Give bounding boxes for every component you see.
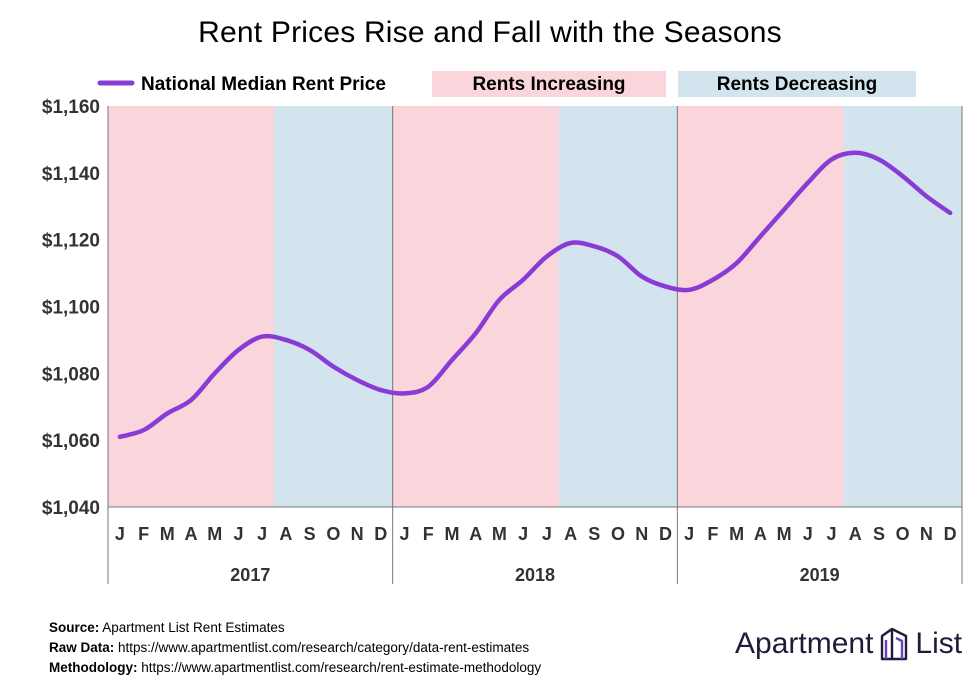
legend-decreasing-label: Rents Decreasing [717, 74, 878, 95]
x-tick-label: A [469, 524, 482, 544]
x-tick-label: D [374, 524, 387, 544]
legend-increasing-swatch [432, 71, 666, 97]
x-tick-label: M [160, 524, 175, 544]
x-tick-label: N [351, 524, 364, 544]
legend-line-label: National Median Rent Price [141, 74, 386, 95]
shaded-regions [108, 106, 962, 507]
y-tick-label: $1,140 [42, 164, 100, 185]
axes: $1,040 $1,060 $1,080 $1,100 $1,120 $1,140 $1,1… [42, 97, 963, 585]
y-tick-label: $1,080 [42, 364, 100, 385]
brand-word-left: Apartment [735, 627, 874, 660]
x-tick-label: A [754, 524, 767, 544]
y-tick-label: $1,160 [42, 97, 100, 118]
x-tick-label: F [423, 524, 434, 544]
chart-title: Rent Prices Rise and Fall with the Seaso… [198, 16, 782, 49]
footer: Source: Apartment List Rent Estimates Ra… [49, 618, 541, 678]
y-tick-label: $1,100 [42, 298, 100, 319]
x-tick-label: A [564, 524, 577, 544]
x-tick-label: S [873, 524, 885, 544]
x-tick-label: M [492, 524, 507, 544]
line-layer [117, 150, 953, 440]
x-tick-label: J [827, 524, 837, 544]
x-tick-label: O [326, 524, 340, 544]
x-tick-label: S [304, 524, 316, 544]
footer-method-label: Methodology: [49, 660, 138, 675]
series-line [117, 150, 953, 440]
x-tick-label: S [588, 524, 600, 544]
x-tick-label: J [115, 524, 125, 544]
x-tick-label: J [257, 524, 267, 544]
footer-raw-label: Raw Data: [49, 640, 115, 655]
footer-raw-text: https://www.apartmentlist.com/research/c… [114, 640, 530, 655]
year-label: 2017 [230, 565, 270, 585]
x-tick-label: J [518, 524, 528, 544]
x-tick-label: M [207, 524, 222, 544]
x-tick-label: O [896, 524, 910, 544]
footer-method-text: https://www.apartmentlist.com/research/r… [137, 660, 542, 675]
legend-increasing-label: Rents Increasing [472, 74, 625, 95]
x-tick-label: A [279, 524, 292, 544]
x-tick-label: F [138, 524, 149, 544]
x-tick-label: N [920, 524, 933, 544]
x-tick-label: A [185, 524, 198, 544]
x-tick-label: J [400, 524, 410, 544]
year-label: 2019 [800, 565, 840, 585]
footer-source: Source: Apartment List Rent Estimates [49, 618, 541, 638]
shaded-region-increasing [677, 106, 844, 507]
x-tick-label: O [611, 524, 625, 544]
y-tick-label: $1,040 [42, 498, 100, 519]
shaded-region-decreasing [843, 106, 962, 507]
footer-source-label: Source: [49, 620, 100, 635]
footer-raw-data: Raw Data: https://www.apartmentlist.com/… [49, 638, 541, 658]
x-tick-label: M [729, 524, 744, 544]
shaded-region-increasing [392, 106, 559, 507]
x-tick-label: J [542, 524, 552, 544]
x-tick-label: J [684, 524, 694, 544]
brand-word-right: List [915, 627, 963, 660]
y-tick-label: $1,060 [42, 431, 100, 452]
x-tick-label: J [233, 524, 243, 544]
x-tick-label: F [707, 524, 718, 544]
legend: National Median Rent Price Rents Increasi… [97, 71, 916, 97]
x-tick-label: J [803, 524, 813, 544]
x-tick-label: D [944, 524, 957, 544]
x-tick-label: A [849, 524, 862, 544]
x-tick-label: M [444, 524, 459, 544]
x-tick-label: N [635, 524, 648, 544]
year-label: 2018 [515, 565, 555, 585]
x-tick-label: M [777, 524, 792, 544]
building-icon [881, 627, 908, 661]
brand-logo: Apartment List [735, 624, 962, 664]
rent-chart: $1,040 $1,060 $1,080 $1,100 $1,120 $1,140 $1,1… [42, 71, 963, 585]
footer-methodology: Methodology: https://www.apartmentlist.c… [49, 658, 541, 678]
x-tick-label: D [659, 524, 672, 544]
legend-decreasing-swatch [678, 71, 916, 97]
y-tick-label: $1,120 [42, 231, 100, 252]
shaded-region-increasing [108, 106, 275, 507]
footer-source-text: Apartment List Rent Estimates [99, 620, 285, 635]
